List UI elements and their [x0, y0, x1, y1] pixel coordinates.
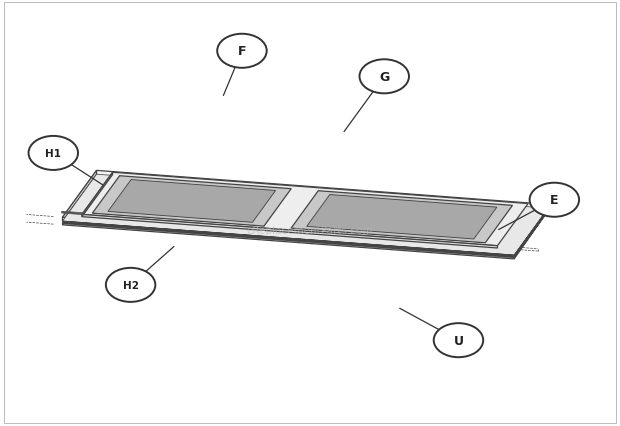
Polygon shape — [63, 222, 514, 256]
Polygon shape — [82, 173, 528, 246]
Polygon shape — [63, 222, 514, 256]
Circle shape — [29, 137, 78, 170]
Polygon shape — [63, 218, 514, 256]
Text: E: E — [550, 194, 559, 207]
Text: U: U — [453, 334, 464, 347]
Polygon shape — [514, 210, 548, 257]
Text: H1: H1 — [45, 149, 61, 158]
Polygon shape — [291, 191, 513, 243]
Polygon shape — [62, 212, 84, 214]
Polygon shape — [514, 209, 548, 256]
Polygon shape — [514, 209, 548, 256]
Polygon shape — [307, 195, 497, 239]
Circle shape — [106, 268, 156, 302]
Text: F: F — [237, 45, 246, 58]
Circle shape — [434, 323, 483, 357]
Text: H2: H2 — [123, 280, 139, 290]
Polygon shape — [63, 177, 97, 225]
Polygon shape — [63, 222, 514, 256]
Circle shape — [529, 183, 579, 217]
Polygon shape — [82, 173, 113, 217]
Polygon shape — [63, 171, 548, 252]
Polygon shape — [63, 171, 97, 222]
Polygon shape — [63, 223, 514, 258]
Polygon shape — [63, 224, 514, 259]
Text: eReplacementParts.com: eReplacementParts.com — [247, 225, 373, 235]
Polygon shape — [82, 215, 497, 248]
Text: G: G — [379, 71, 389, 83]
Polygon shape — [63, 223, 514, 257]
Polygon shape — [92, 176, 291, 227]
Polygon shape — [514, 211, 548, 259]
Polygon shape — [63, 175, 548, 256]
Polygon shape — [62, 213, 84, 215]
Polygon shape — [108, 180, 276, 223]
Circle shape — [217, 35, 267, 69]
Polygon shape — [514, 210, 548, 258]
Polygon shape — [63, 177, 548, 258]
Polygon shape — [514, 210, 548, 256]
Circle shape — [360, 60, 409, 94]
